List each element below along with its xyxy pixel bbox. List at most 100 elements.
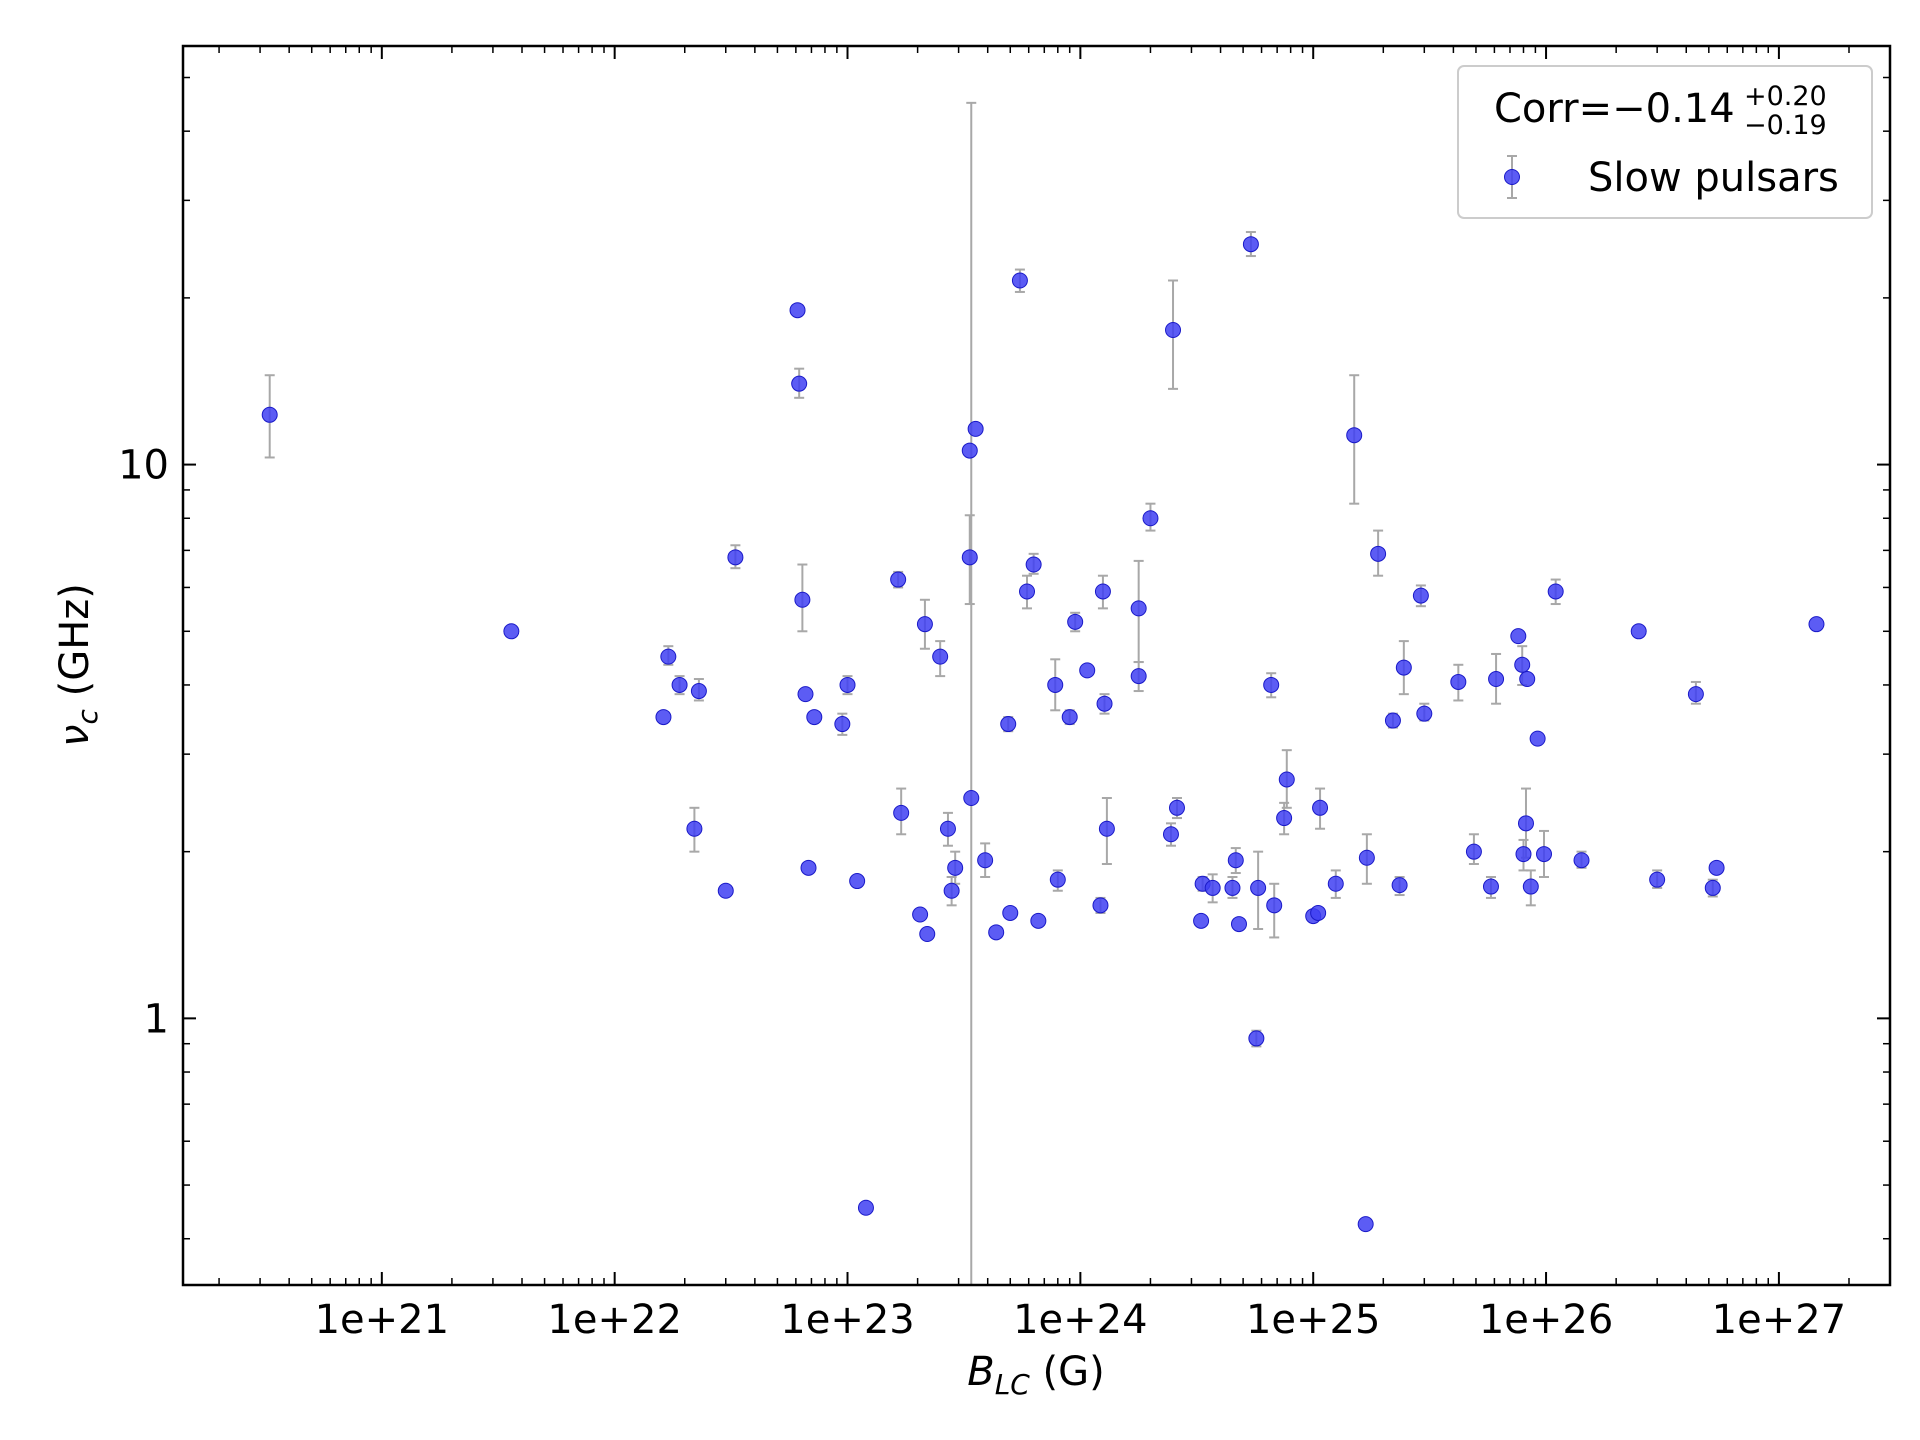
data-point xyxy=(503,623,520,640)
data-point xyxy=(1094,583,1111,600)
data-point xyxy=(893,804,910,821)
data-point xyxy=(794,591,811,608)
data-point xyxy=(806,709,823,726)
data-point xyxy=(1514,656,1531,673)
data-point xyxy=(1162,826,1179,843)
data-point xyxy=(1450,673,1467,690)
data-point xyxy=(932,648,949,665)
data-point xyxy=(1025,556,1042,573)
data-point xyxy=(1708,859,1725,876)
legend-corr-plus: +0.20 xyxy=(1744,81,1827,112)
data-point xyxy=(1019,583,1036,600)
data-point xyxy=(1165,321,1182,338)
data-point xyxy=(890,571,907,588)
data-point xyxy=(1465,843,1482,860)
data-point xyxy=(797,686,814,703)
data-point xyxy=(1266,897,1283,914)
data-point xyxy=(963,789,980,806)
data-point xyxy=(1312,799,1329,816)
data-point xyxy=(655,709,672,726)
data-point xyxy=(1047,676,1064,693)
data-point xyxy=(912,906,929,923)
data-point xyxy=(1517,815,1534,832)
data-point xyxy=(1704,879,1721,896)
data-point xyxy=(857,1199,874,1216)
data-point xyxy=(1391,877,1408,894)
data-point xyxy=(1242,236,1259,253)
data-point xyxy=(690,683,707,700)
legend-series-label: Slow pulsars xyxy=(1588,155,1839,201)
data-point xyxy=(686,820,703,837)
data-point xyxy=(1230,916,1247,933)
data-point xyxy=(839,676,856,693)
data-point xyxy=(671,676,688,693)
y-axis-label-subscript: c xyxy=(71,709,104,725)
data-layer xyxy=(261,101,1825,1285)
data-point xyxy=(1168,799,1185,816)
data-point xyxy=(977,852,994,869)
data-point xyxy=(943,882,960,899)
data-point xyxy=(967,420,984,437)
data-point xyxy=(988,924,1005,941)
data-point xyxy=(1079,662,1096,679)
data-point xyxy=(1204,879,1221,896)
data-point xyxy=(1098,820,1115,837)
data-point xyxy=(660,648,677,665)
data-point xyxy=(1529,730,1546,747)
y-axis-label-unit: (GHz) xyxy=(52,583,98,709)
data-point xyxy=(1310,904,1327,921)
data-point xyxy=(916,616,933,633)
data-point xyxy=(1000,716,1017,733)
data-point xyxy=(1002,904,1019,921)
x-tick-label: 1e+26 xyxy=(1479,1297,1613,1343)
data-point xyxy=(961,442,978,459)
data-point xyxy=(1130,600,1147,617)
data-point xyxy=(1630,623,1647,640)
data-point xyxy=(261,406,278,423)
legend-dot xyxy=(1504,169,1520,185)
data-point xyxy=(1130,668,1147,685)
data-point xyxy=(1278,771,1295,788)
data-point xyxy=(1519,671,1536,688)
x-tick-label: 1e+21 xyxy=(315,1297,449,1343)
x-axis-label: BLC (G) xyxy=(967,1349,1105,1401)
x-tick-label: 1e+23 xyxy=(780,1297,914,1343)
data-point xyxy=(1357,1216,1374,1233)
data-point xyxy=(919,926,936,943)
data-point xyxy=(939,820,956,837)
data-point xyxy=(849,873,866,890)
data-point xyxy=(727,549,744,566)
data-point xyxy=(1096,695,1113,712)
x-axis-label-base: B xyxy=(967,1349,994,1395)
x-axis-label-unit: (G) xyxy=(1030,1349,1105,1395)
data-point xyxy=(1573,852,1590,869)
data-point xyxy=(834,716,851,733)
data-point xyxy=(1346,427,1363,444)
data-point xyxy=(1142,510,1159,527)
data-point xyxy=(1522,878,1539,895)
data-point xyxy=(789,302,806,319)
data-point xyxy=(1092,897,1109,914)
x-tick-label: 1e+24 xyxy=(1013,1297,1147,1343)
legend: Corr=−0.14 +0.20 −0.19 Slow pulsars xyxy=(1457,65,1873,219)
data-point xyxy=(1049,871,1066,888)
data-point xyxy=(1193,912,1210,929)
ticks-layer: 1e+21 1e+22 1e+23 1e+24 1e+25 1e+26 1e+27 1 10 xyxy=(118,46,1890,1343)
y-tick-label: 10 xyxy=(118,443,169,489)
data-point xyxy=(1030,912,1047,929)
data-point xyxy=(1488,671,1505,688)
data-point xyxy=(1011,272,1028,289)
plot-frame xyxy=(181,44,1892,1287)
x-tick-label: 1e+27 xyxy=(1712,1297,1846,1343)
data-point xyxy=(1061,709,1078,726)
data-point xyxy=(1248,1030,1265,1047)
y-axis-label-base: ν xyxy=(52,725,98,747)
data-point xyxy=(1687,686,1704,703)
legend-box xyxy=(1457,65,1873,219)
data-point xyxy=(1395,659,1412,676)
data-point xyxy=(1250,879,1267,896)
data-point xyxy=(1510,628,1527,645)
data-point xyxy=(1547,583,1564,600)
data-point xyxy=(1370,545,1387,562)
